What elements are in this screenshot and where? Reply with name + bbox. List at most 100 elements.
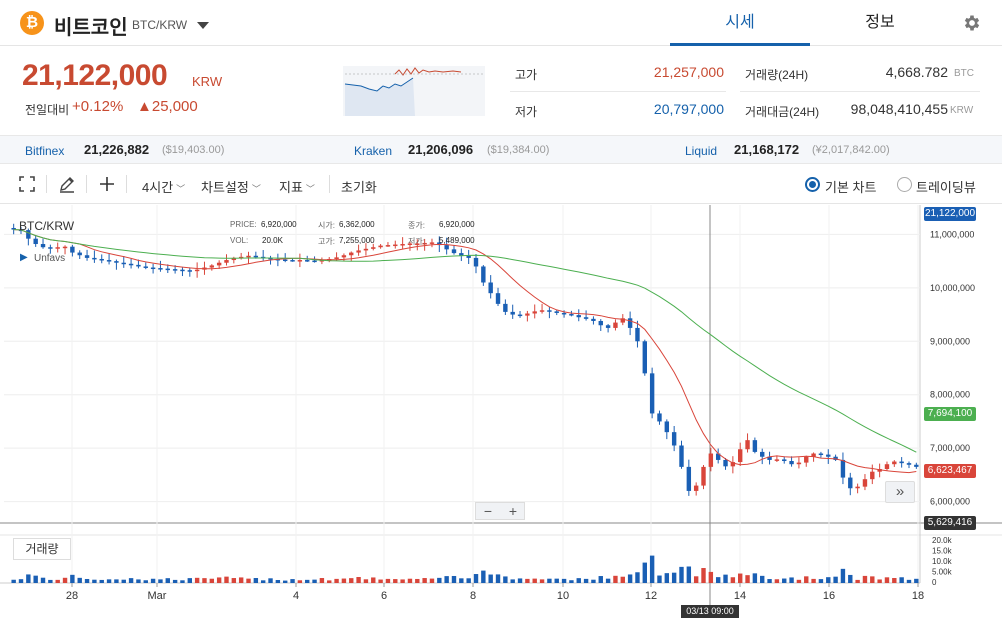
reset-button[interactable]: 초기화 [341, 180, 377, 195]
volume-tick-label: 10.0k [932, 557, 953, 566]
crosshair-time-label: 03/13 09:00 [681, 605, 739, 618]
candle-body [701, 466, 706, 486]
volume-bar [180, 580, 185, 583]
candle-body [121, 262, 126, 265]
fullscreen-icon[interactable] [18, 175, 36, 193]
tab-market[interactable]: 시세 [670, 0, 810, 46]
chart-settings-dropdown[interactable]: 차트설정 ﹀ [201, 177, 261, 196]
candle-body [782, 459, 787, 462]
candle-body [686, 466, 692, 491]
candle-body [356, 250, 361, 253]
tradingview-label[interactable]: 트레이딩뷰 [916, 180, 976, 195]
volume-tick-label: 20.0k [932, 536, 953, 545]
candle-body [268, 257, 273, 260]
exchange-name[interactable]: Liquid [685, 144, 718, 158]
candle-body [407, 243, 413, 245]
chevron-down-icon: ﹀ [176, 184, 186, 194]
candle-body [892, 461, 897, 465]
ohlc-low-value: 5,489,000 [439, 236, 475, 245]
candle-body [818, 453, 824, 456]
volume-bar [701, 568, 706, 583]
volume-bar [686, 566, 692, 583]
candle-body [451, 249, 457, 254]
volume-bar [260, 580, 266, 583]
candle-body [429, 242, 435, 244]
scroll-to-latest-button[interactable]: » [885, 481, 915, 503]
volume-bar [693, 576, 699, 583]
candle-body [334, 257, 339, 259]
pair-dropdown-icon[interactable] [197, 22, 209, 29]
short-moving-average-line [13, 229, 917, 474]
price-unit: KRW [192, 74, 223, 89]
volume-bar [818, 579, 824, 583]
candle-body [393, 244, 398, 247]
ohlc-close-key: 종가: [408, 221, 425, 230]
ohlc-low-key: 저가: [408, 237, 425, 246]
tab-info[interactable]: 정보 [865, 14, 895, 31]
volume-bar [723, 574, 728, 583]
candle-body [671, 432, 677, 446]
candle-body [136, 264, 141, 267]
volume-bar [150, 578, 156, 583]
interval-dropdown[interactable]: 4시간 ﹀ [142, 177, 185, 196]
volume-bar [495, 574, 501, 583]
volume-bar [884, 577, 890, 583]
volume-bar [870, 576, 875, 583]
candle-body [774, 459, 780, 461]
tradingview-radio[interactable] [897, 177, 912, 192]
candlestick-chart[interactable]: 11,000,000 10,000,000 9,000,000 8,000,000 7,… [0, 205, 1002, 624]
volume-bar [312, 579, 317, 583]
candle-body [862, 479, 868, 487]
volume-bar [738, 573, 743, 583]
zoom-out-button[interactable]: − [483, 503, 493, 519]
volume-bar [892, 578, 897, 583]
crosshair-icon[interactable] [98, 175, 116, 193]
x-tick-label: Mar [148, 590, 167, 602]
volume-bar [782, 578, 787, 583]
exchange-name[interactable]: Kraken [354, 144, 393, 158]
play-icon[interactable]: ▶ [20, 252, 28, 263]
candle-body [77, 252, 82, 256]
volume-bar [745, 575, 750, 583]
basic-chart-radio[interactable] [805, 177, 820, 192]
volume-bar [334, 578, 339, 583]
volume-bar [598, 576, 603, 583]
candle-body [561, 312, 567, 315]
studies-label[interactable]: Unfavs [34, 253, 66, 264]
y-tick-label: 10,000,000 [930, 283, 975, 293]
zoom-in-button[interactable]: + [508, 503, 518, 519]
toolbar-separator [126, 175, 127, 193]
pencil-icon[interactable] [58, 175, 76, 193]
volume-bar [481, 570, 486, 583]
volume-bar [136, 579, 141, 583]
candle-body [297, 260, 303, 262]
candle-body [745, 440, 750, 450]
volume-bar [84, 578, 90, 583]
volume-bar [253, 578, 259, 583]
x-tick-label: 10 [557, 590, 569, 602]
price-chart-area[interactable]: 11,000,000 10,000,000 9,000,000 8,000,000 7,… [0, 205, 1002, 624]
candle-body [341, 255, 347, 258]
y-tick-label: 7,000,000 [930, 443, 970, 453]
volume-bar [877, 579, 882, 583]
price-summary: 21,122,000 KRW 전일대비 +0.12% ▲25,000 고가 21… [0, 47, 1002, 134]
candle-body [444, 245, 449, 250]
volume-bar [194, 577, 200, 583]
volume-bar [429, 578, 435, 583]
volume-bar [826, 577, 831, 583]
indicators-dropdown[interactable]: 지표 ﹀ [279, 177, 315, 196]
ohlc-high-value: 7,255,000 [339, 236, 375, 245]
candle-body [789, 461, 794, 465]
volume-bar [730, 577, 736, 583]
basic-chart-label[interactable]: 기본 차트 [825, 180, 877, 195]
candle-body [70, 246, 75, 253]
gear-icon[interactable] [962, 13, 982, 33]
candle-body [855, 486, 860, 489]
volume-bar [569, 580, 574, 583]
exchange-name[interactable]: Bitfinex [25, 144, 65, 158]
candle-body [525, 313, 530, 316]
volume-bar [906, 579, 912, 583]
candle-body [583, 317, 589, 319]
volume-bar [99, 579, 104, 583]
candle-body [106, 260, 112, 262]
